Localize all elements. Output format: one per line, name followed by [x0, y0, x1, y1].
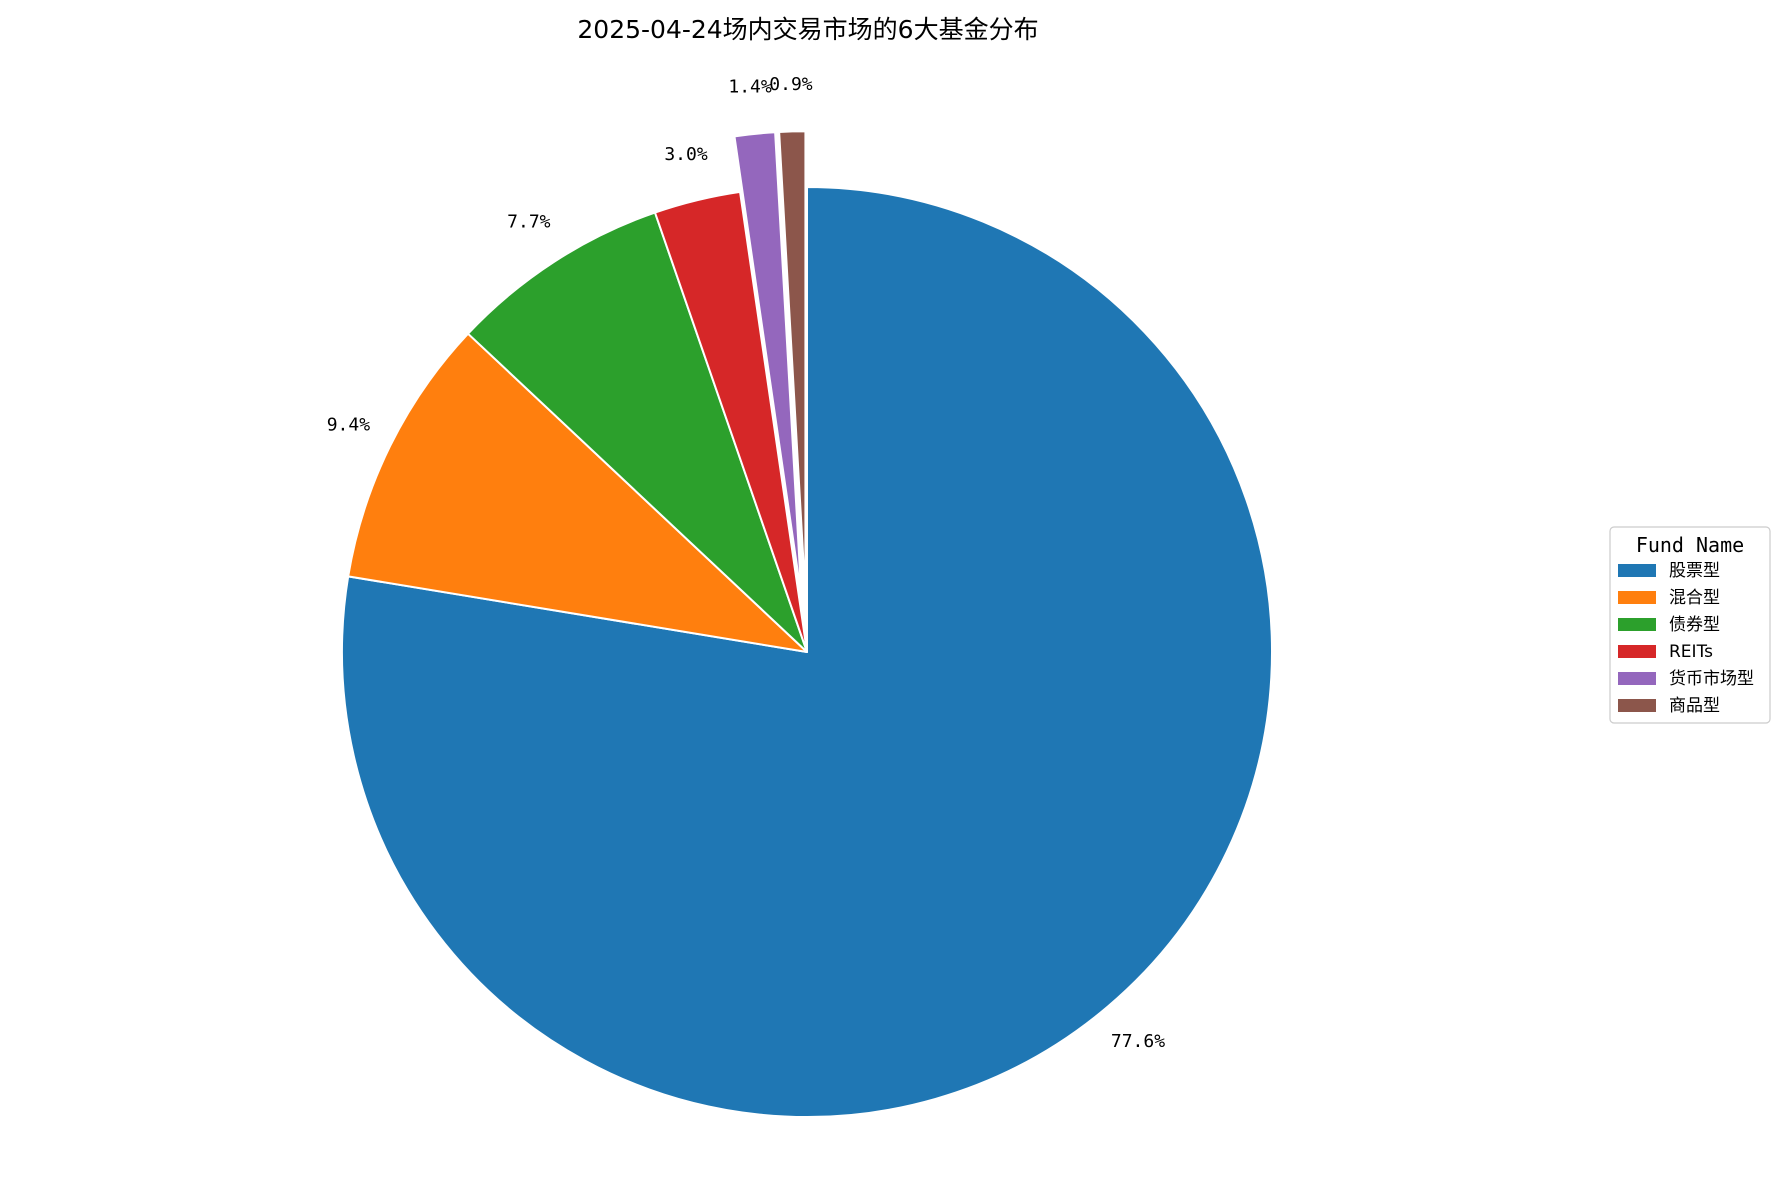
pie-value-label-4: 3.0% [664, 144, 708, 165]
legend-title: Fund Name [1636, 533, 1744, 557]
legend-label-2: 混合型 [1669, 588, 1720, 608]
legend-swatch-5 [1618, 672, 1656, 685]
legend-label-6: 商品型 [1669, 696, 1720, 716]
pie-value-label-1: 77.6% [1111, 1031, 1165, 1052]
legend-label-1: 股票型 [1669, 561, 1720, 581]
pie-slice-6 [778, 130, 807, 598]
legend-swatch-4 [1618, 645, 1656, 658]
legend-label-3: 债券型 [1669, 615, 1720, 635]
pie-value-label-6: 0.9% [769, 74, 813, 95]
pie-slices [341, 130, 1273, 1118]
legend-swatch-1 [1618, 564, 1656, 577]
legend-label-4: REITs [1669, 642, 1713, 662]
pie-slice-3 [467, 211, 808, 653]
pie-value-labels: 77.6% 9.4% 7.7% 3.0% 1.4%0.9% [327, 74, 1166, 1052]
pie-slice-5 [733, 131, 803, 598]
legend-label-5: 货币市场型 [1669, 669, 1754, 689]
pie-slice-2 [347, 332, 808, 653]
pie-value-label-5: 1.4% [728, 77, 772, 98]
legend-swatch-6 [1618, 699, 1656, 712]
pie-value-label-2: 9.4% [327, 415, 371, 436]
legend-swatch-3 [1618, 618, 1656, 631]
chart-title: 2025-04-24场内交易市场的6大基金分布 [577, 15, 1038, 44]
pie-slice-4 [653, 190, 808, 653]
legend-swatch-2 [1618, 591, 1656, 604]
pie-value-label-3: 7.7% [507, 212, 551, 233]
